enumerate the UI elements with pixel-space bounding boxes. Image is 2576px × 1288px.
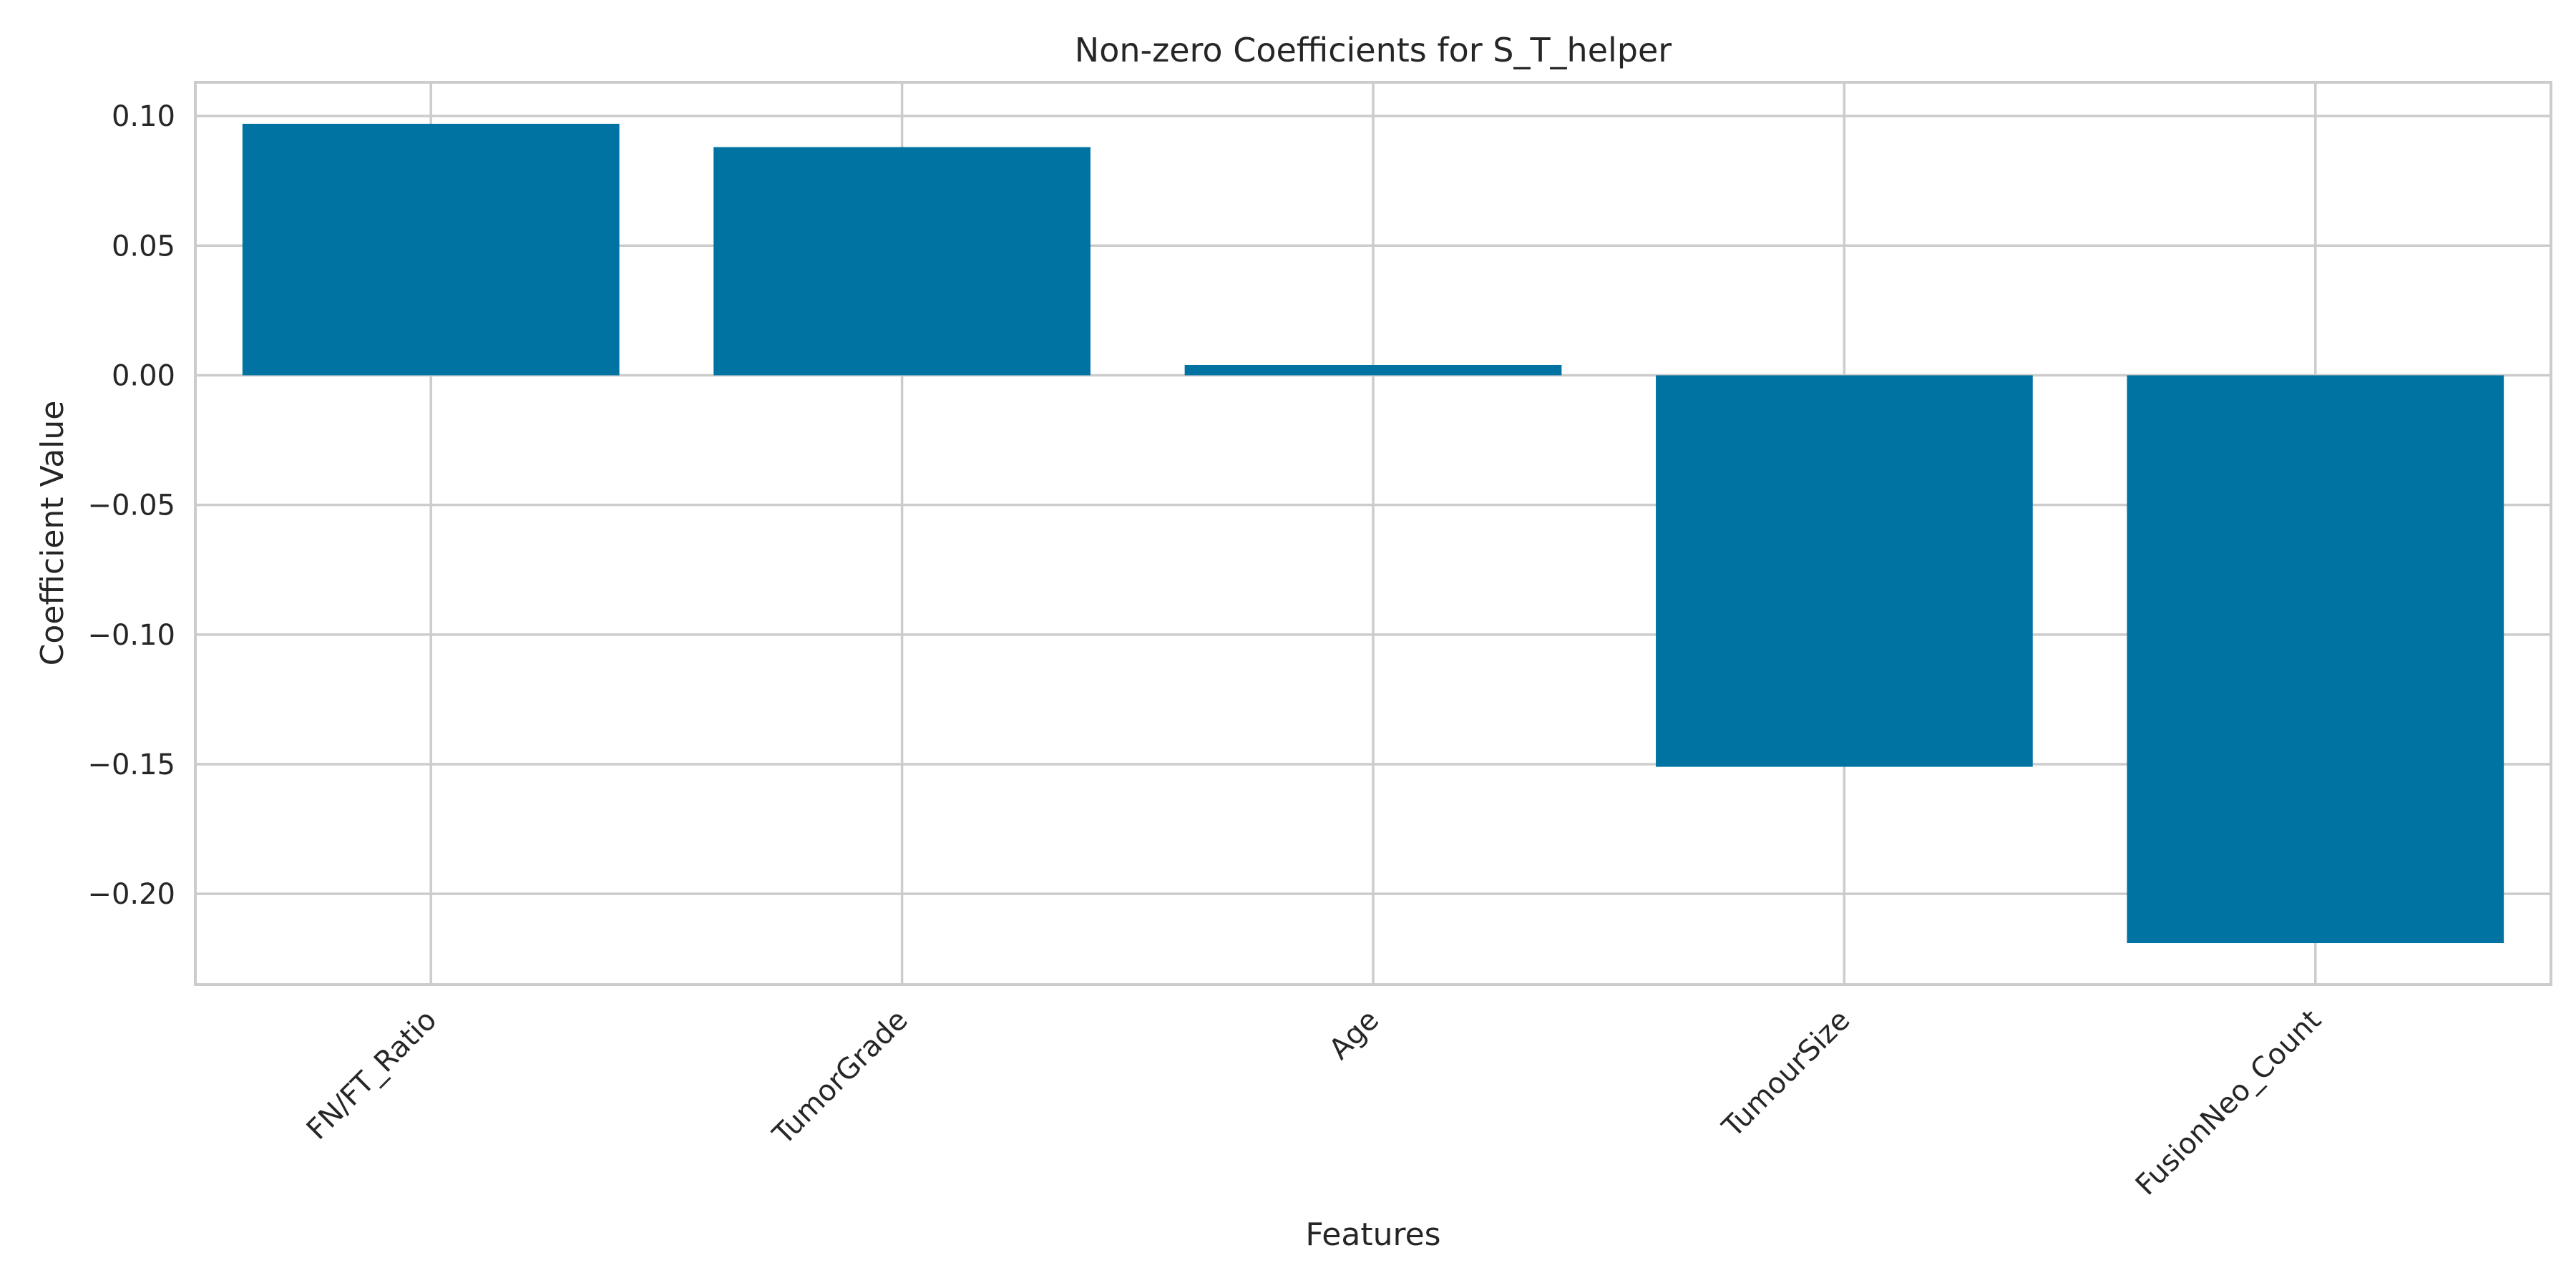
bar-fn-ft-ratio xyxy=(242,123,620,376)
y-axis-label: Coefficient Value xyxy=(34,401,71,666)
x-tick-labels: FN/FT_Ratio TumorGrade Age TumourSize Fusion… xyxy=(301,1004,2328,1202)
bars-layer xyxy=(242,123,2504,944)
y-tick-labels: 0.10 0.05 0.00 −0.05 −0.10 −0.15 −0.20 xyxy=(87,100,175,911)
x-tick-label: Age xyxy=(1323,1004,1385,1066)
x-tick-label: TumorGrade xyxy=(766,1004,914,1152)
bar-fusionneo-count xyxy=(2127,375,2504,944)
y-tick-label: −0.10 xyxy=(87,619,175,652)
y-tick-label: 0.05 xyxy=(112,230,175,263)
bar-tumoursize xyxy=(1656,375,2033,767)
x-tick-label: TumourSize xyxy=(1716,1004,1857,1145)
y-tick-label: −0.15 xyxy=(87,748,175,781)
y-tick-label: 0.00 xyxy=(112,359,175,392)
bar-age xyxy=(1184,364,1562,376)
plot-frame xyxy=(194,81,2552,986)
x-tick-label: FusionNeo_Count xyxy=(2129,1004,2328,1202)
y-tick-label: 0.10 xyxy=(112,100,175,133)
y-tick-label: −0.20 xyxy=(87,878,175,911)
bar-tumorgrade xyxy=(713,147,1091,376)
chart-title: Non-zero Coefficients for S_T_helper xyxy=(1075,31,1672,69)
y-tick-label: −0.05 xyxy=(87,489,175,522)
x-axis-label: Features xyxy=(1305,1216,1440,1253)
x-tick-label: FN/FT_Ratio xyxy=(301,1004,443,1146)
